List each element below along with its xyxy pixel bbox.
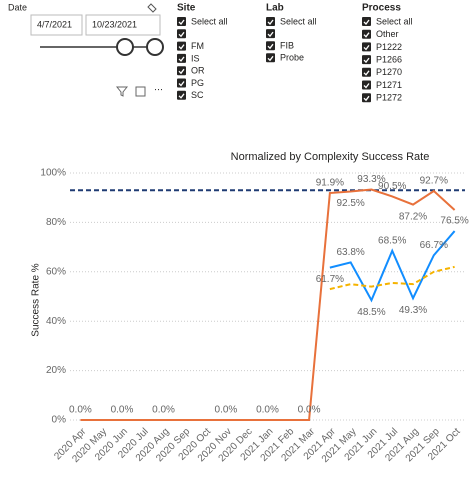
check-mark: [363, 57, 370, 64]
y-tick-label: 0%: [52, 415, 67, 426]
checkbox[interactable]: [177, 41, 186, 51]
end-date[interactable]: 10/23/2021: [92, 19, 137, 29]
check-mark: [178, 44, 185, 50]
data-label: 76.5%: [440, 216, 468, 227]
check-mark: [363, 83, 370, 89]
slicer-title: Process: [362, 3, 401, 14]
checkbox[interactable]: [266, 29, 275, 39]
slicer-title: Lab: [266, 3, 284, 14]
check-mark: [363, 19, 370, 25]
slicer-title: Site: [177, 3, 196, 14]
filter-icon[interactable]: [115, 86, 129, 97]
data-label: 0.0%: [69, 405, 92, 416]
data-label: 63.8%: [336, 247, 364, 258]
check-mark: [178, 56, 185, 62]
checkbox[interactable]: [362, 29, 371, 39]
slicer-item[interactable]: P1271: [376, 80, 402, 90]
slicer-item[interactable]: P1272: [376, 93, 402, 103]
end-date-box[interactable]: [85, 14, 161, 36]
slicer-item[interactable]: Select all: [191, 16, 228, 26]
check-mark: [178, 68, 185, 75]
checkbox[interactable]: [362, 55, 371, 65]
slicer-item[interactable]: Select all: [376, 16, 413, 26]
data-label: 48.5%: [357, 307, 385, 318]
check-mark: [178, 93, 185, 99]
slicer-item[interactable]: P1266: [376, 54, 402, 64]
check-mark: [363, 32, 370, 38]
checkbox[interactable]: [362, 42, 371, 52]
data-label: 0.0%: [298, 405, 321, 416]
check-mark: [267, 19, 274, 25]
check-mark: [267, 55, 274, 62]
check-mark: [267, 31, 274, 38]
y-tick-label: 100%: [40, 168, 66, 179]
data-label: 68.5%: [378, 235, 406, 246]
slicer-item[interactable]: IS: [191, 53, 200, 63]
y-tick-label: 60%: [46, 266, 66, 277]
slicer-item[interactable]: Probe: [280, 53, 304, 63]
checkbox[interactable]: [177, 66, 186, 76]
data-label: 90.5%: [378, 181, 406, 192]
data-label: 0.0%: [111, 405, 134, 416]
y-tick-label: 40%: [46, 316, 66, 327]
checkbox[interactable]: [362, 80, 371, 90]
more-icon[interactable]: ⋯: [154, 84, 163, 94]
slicer-item[interactable]: P1270: [376, 67, 402, 77]
eraser-icon[interactable]: [147, 3, 157, 13]
checkbox[interactable]: [362, 67, 371, 77]
checkbox[interactable]: [177, 53, 186, 63]
data-label: 92.7%: [420, 176, 448, 187]
checkbox[interactable]: [177, 90, 186, 100]
start-date-box[interactable]: [30, 14, 83, 36]
check-mark: [178, 81, 185, 87]
slider-end-handle[interactable]: [146, 38, 164, 56]
check-mark: [178, 31, 185, 38]
chart-title: Normalized by Complexity Success Rate: [231, 151, 430, 163]
slicer-item[interactable]: OR: [191, 66, 205, 76]
slicer-item[interactable]: FM: [191, 41, 204, 51]
series-line: [329, 265, 455, 291]
data-label: 0.0%: [256, 405, 279, 416]
slider-start-handle[interactable]: [116, 38, 134, 56]
data-label: 0.0%: [215, 405, 238, 416]
date-label: Date: [8, 2, 27, 12]
checkbox[interactable]: [266, 53, 275, 63]
data-label: 91.9%: [316, 178, 344, 189]
data-label: 87.2%: [399, 211, 427, 222]
checkbox[interactable]: [177, 78, 186, 88]
y-axis-title: Success Rate %: [31, 263, 42, 336]
check-mark: [363, 45, 370, 51]
slicer-item[interactable]: PG: [191, 78, 204, 88]
series-line: [329, 230, 456, 303]
checkbox[interactable]: [362, 17, 371, 26]
data-label: 66.7%: [420, 240, 448, 251]
data-label: 0.0%: [152, 405, 175, 416]
slicer-item[interactable]: SC: [191, 90, 204, 100]
check-mark: [178, 19, 185, 25]
checkbox[interactable]: [266, 17, 275, 26]
series-line: [80, 188, 456, 421]
slicer-item[interactable]: Select all: [280, 16, 317, 26]
checkbox[interactable]: [266, 41, 275, 51]
data-label: 93.3%: [357, 174, 385, 185]
check-mark: [363, 95, 370, 102]
y-tick-label: 20%: [46, 365, 66, 376]
data-label: 49.3%: [399, 305, 427, 316]
focus-icon[interactable]: [135, 86, 146, 97]
checkbox[interactable]: [177, 17, 186, 26]
slicer-item[interactable]: Other: [376, 29, 399, 39]
checkbox[interactable]: [177, 29, 186, 39]
slicer-item[interactable]: FIB: [280, 41, 294, 51]
checkbox[interactable]: [362, 93, 371, 103]
data-label: 92.5%: [336, 198, 364, 209]
slicer-item[interactable]: P1222: [376, 42, 402, 52]
start-date[interactable]: 4/7/2021: [37, 19, 72, 29]
y-tick-label: 80%: [46, 217, 66, 228]
check-mark: [363, 70, 370, 76]
data-label: 61.7%: [316, 274, 344, 285]
check-mark: [267, 43, 274, 50]
